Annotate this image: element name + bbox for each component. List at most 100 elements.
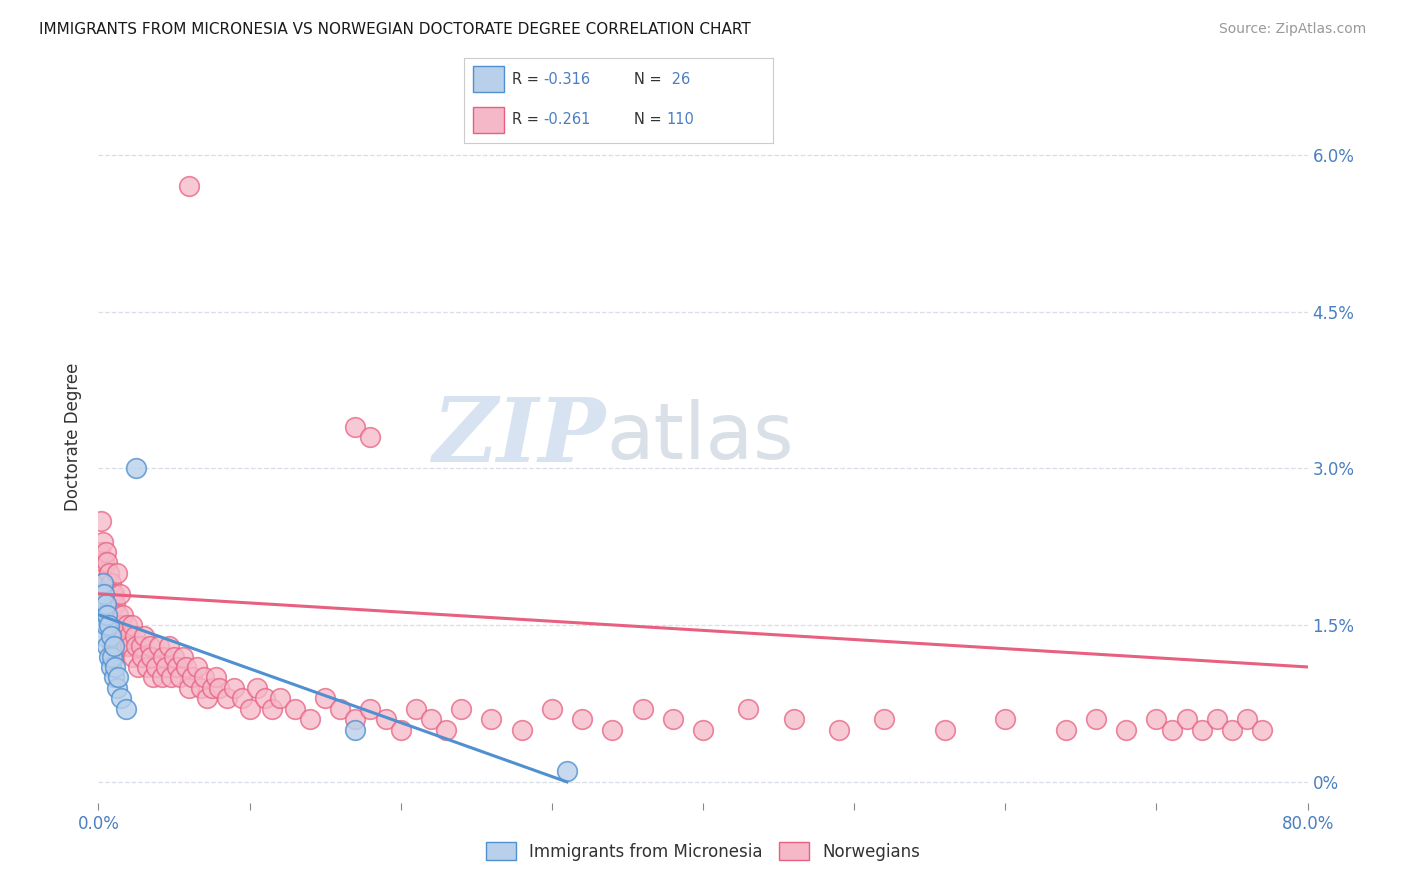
Point bbox=[344, 712, 367, 726]
Point bbox=[1054, 723, 1077, 737]
Point bbox=[107, 607, 129, 622]
Point bbox=[555, 764, 578, 779]
Point bbox=[100, 629, 122, 643]
Point bbox=[172, 649, 194, 664]
Point bbox=[374, 712, 396, 726]
Text: atlas: atlas bbox=[606, 399, 794, 475]
Point bbox=[111, 607, 134, 622]
Point bbox=[160, 670, 183, 684]
Point bbox=[129, 639, 152, 653]
Point bbox=[90, 587, 112, 601]
Point bbox=[510, 723, 533, 737]
Point bbox=[94, 545, 117, 559]
Point bbox=[246, 681, 269, 695]
Point bbox=[145, 660, 167, 674]
Point bbox=[114, 639, 136, 653]
Point bbox=[314, 691, 336, 706]
Point bbox=[90, 566, 112, 580]
Point bbox=[360, 430, 382, 444]
Point bbox=[405, 702, 427, 716]
Point bbox=[108, 587, 131, 601]
Point bbox=[434, 723, 457, 737]
Point bbox=[205, 670, 228, 684]
Text: 26: 26 bbox=[666, 71, 690, 87]
Point bbox=[125, 639, 148, 653]
Legend: Immigrants from Micronesia, Norwegians: Immigrants from Micronesia, Norwegians bbox=[479, 836, 927, 868]
Point bbox=[91, 534, 114, 549]
Point bbox=[934, 723, 956, 737]
Point bbox=[389, 723, 412, 737]
Point bbox=[174, 660, 197, 674]
Point bbox=[602, 723, 624, 737]
Y-axis label: Doctorate Degree: Doctorate Degree bbox=[65, 363, 83, 511]
Point bbox=[89, 545, 111, 559]
Point bbox=[103, 670, 125, 684]
Point bbox=[269, 691, 291, 706]
Point bbox=[122, 649, 145, 664]
Point bbox=[100, 629, 122, 643]
Point bbox=[139, 639, 162, 653]
Point bbox=[94, 597, 117, 611]
Point bbox=[661, 712, 683, 726]
Point bbox=[90, 597, 112, 611]
Point bbox=[179, 681, 201, 695]
Bar bbox=[474, 107, 505, 133]
Point bbox=[692, 723, 714, 737]
Text: Source: ZipAtlas.com: Source: ZipAtlas.com bbox=[1219, 22, 1367, 37]
Point bbox=[224, 681, 246, 695]
Text: N =: N = bbox=[634, 112, 666, 128]
Point bbox=[112, 629, 135, 643]
Point bbox=[1206, 712, 1229, 726]
Text: IMMIGRANTS FROM MICRONESIA VS NORWEGIAN DOCTORATE DEGREE CORRELATION CHART: IMMIGRANTS FROM MICRONESIA VS NORWEGIAN … bbox=[39, 22, 751, 37]
Point bbox=[105, 629, 128, 643]
Text: ZIP: ZIP bbox=[433, 394, 606, 480]
Point bbox=[110, 618, 132, 632]
Point bbox=[93, 556, 115, 570]
Point bbox=[91, 607, 114, 622]
Point bbox=[96, 607, 118, 622]
Point bbox=[118, 629, 141, 643]
Text: R =: R = bbox=[512, 71, 544, 87]
Point bbox=[120, 639, 142, 653]
Point bbox=[96, 607, 118, 622]
Point bbox=[155, 660, 177, 674]
Point bbox=[329, 702, 352, 716]
Point bbox=[101, 587, 124, 601]
Point bbox=[571, 712, 593, 726]
Point bbox=[1175, 712, 1198, 726]
Point bbox=[103, 639, 125, 653]
Point bbox=[89, 607, 111, 622]
Point bbox=[253, 691, 276, 706]
Point bbox=[152, 649, 174, 664]
Point bbox=[141, 649, 163, 664]
Point bbox=[101, 649, 124, 664]
Point bbox=[98, 566, 121, 580]
Point bbox=[828, 723, 851, 737]
Point bbox=[299, 712, 322, 726]
Point bbox=[994, 712, 1017, 726]
Point bbox=[1144, 712, 1167, 726]
Point bbox=[215, 691, 238, 706]
Point bbox=[90, 514, 112, 528]
Point bbox=[110, 639, 132, 653]
Point bbox=[1220, 723, 1243, 737]
Point bbox=[150, 670, 173, 684]
Point bbox=[1191, 723, 1213, 737]
Text: -0.261: -0.261 bbox=[543, 112, 591, 128]
Point bbox=[231, 691, 253, 706]
Point bbox=[142, 670, 165, 684]
Point bbox=[262, 702, 284, 716]
Point bbox=[121, 618, 143, 632]
Point bbox=[114, 702, 136, 716]
Point bbox=[94, 597, 117, 611]
Point bbox=[1160, 723, 1182, 737]
Point bbox=[166, 660, 188, 674]
Point bbox=[104, 597, 127, 611]
Bar bbox=[474, 67, 505, 92]
Point bbox=[132, 629, 155, 643]
Point bbox=[91, 576, 114, 591]
Point bbox=[873, 712, 896, 726]
Point bbox=[107, 670, 129, 684]
Point bbox=[93, 587, 115, 601]
Point bbox=[163, 649, 186, 664]
